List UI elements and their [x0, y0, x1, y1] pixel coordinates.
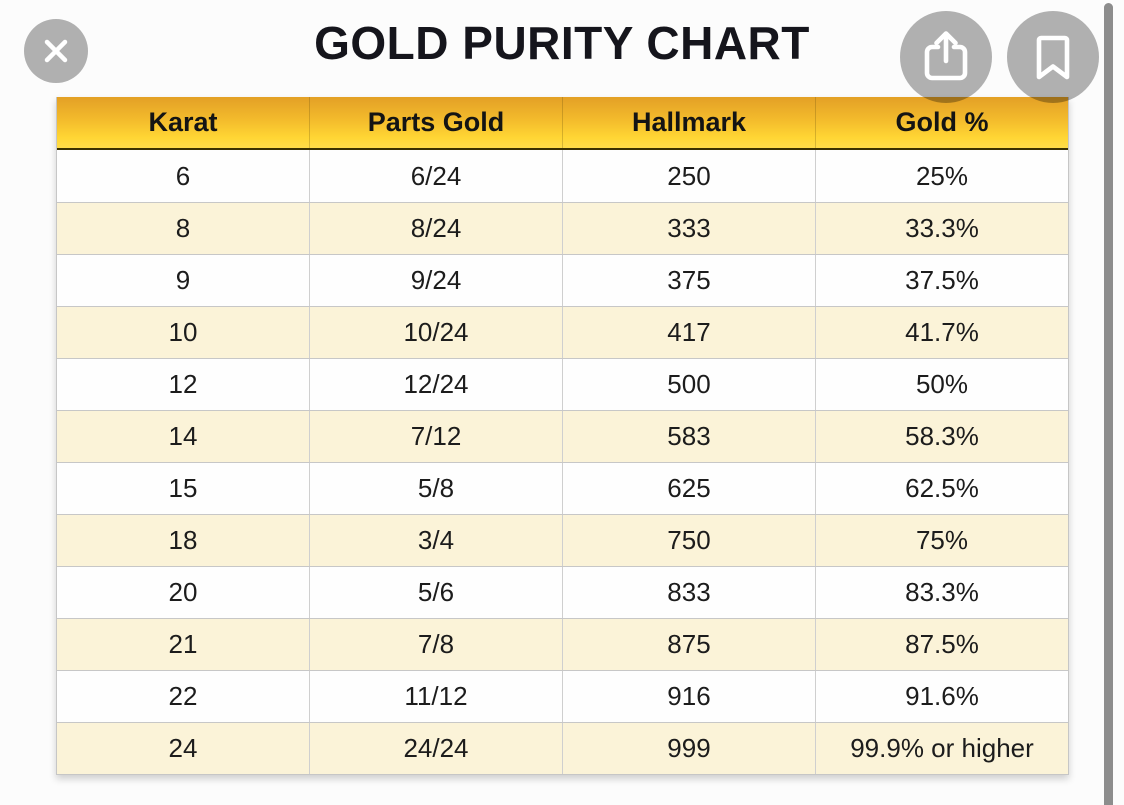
- table-cell: 75%: [815, 515, 1068, 566]
- table-row: 9 9/24 375 37.5%: [57, 254, 1068, 306]
- table-cell: 7/12: [309, 411, 562, 462]
- table-cell: 50%: [815, 359, 1068, 410]
- table-cell: 41.7%: [815, 307, 1068, 358]
- table-cell: 999: [562, 723, 815, 774]
- table-row: 24 24/24 999 99.9% or higher: [57, 722, 1068, 774]
- table-cell: 37.5%: [815, 255, 1068, 306]
- bookmark-button[interactable]: [1007, 11, 1099, 103]
- table-cell: 91.6%: [815, 671, 1068, 722]
- table-cell: 20: [168, 577, 198, 607]
- table-cell: 14: [168, 421, 198, 451]
- column-header-parts-gold: Parts Gold: [309, 97, 562, 148]
- table-cell: 87.5%: [815, 619, 1068, 670]
- table-cell: 8: [175, 213, 191, 243]
- table-cell: 375: [562, 255, 815, 306]
- page-title: GOLD PURITY CHART: [314, 17, 810, 69]
- column-header-hallmark: Hallmark: [562, 97, 815, 148]
- table-cell: 25%: [815, 150, 1068, 202]
- table-row: 22 11/12 916 91.6%: [57, 670, 1068, 722]
- table-cell: 5/6: [309, 567, 562, 618]
- bookmark-icon: [1029, 31, 1077, 83]
- table-cell: 12: [168, 369, 198, 399]
- column-header-karat: Karat: [148, 107, 218, 137]
- table-row: 6 6/24 250 25%: [57, 150, 1068, 202]
- table-cell: 833: [562, 567, 815, 618]
- table-cell: 6/24: [309, 150, 562, 202]
- table-cell: 250: [562, 150, 815, 202]
- table-cell: 750: [562, 515, 815, 566]
- table-row: 14 7/12 583 58.3%: [57, 410, 1068, 462]
- table-cell: 916: [562, 671, 815, 722]
- vertical-scrollbar-thumb[interactable]: [1104, 3, 1113, 805]
- gold-purity-table: Karat Parts Gold Hallmark Gold % 6 6/24 250 25…: [56, 97, 1069, 775]
- close-button[interactable]: [24, 19, 88, 83]
- table-cell: 6: [175, 160, 191, 191]
- table-row: 10 10/24 417 41.7%: [57, 306, 1068, 358]
- table-cell: 83.3%: [815, 567, 1068, 618]
- table-cell: 8/24: [309, 203, 562, 254]
- table-cell: 24: [168, 733, 198, 763]
- table-cell: 9: [175, 265, 191, 295]
- table-cell: 3/4: [309, 515, 562, 566]
- table-cell: 333: [562, 203, 815, 254]
- table-cell: 500: [562, 359, 815, 410]
- table-row: 12 12/24 500 50%: [57, 358, 1068, 410]
- table-cell: 583: [562, 411, 815, 462]
- table-cell: 33.3%: [815, 203, 1068, 254]
- table-cell: 12/24: [309, 359, 562, 410]
- table-cell: 58.3%: [815, 411, 1068, 462]
- table-cell: 21: [168, 629, 198, 659]
- table-header-row: Karat Parts Gold Hallmark Gold %: [57, 97, 1068, 150]
- table-row: 21 7/8 875 87.5%: [57, 618, 1068, 670]
- table-cell: 417: [562, 307, 815, 358]
- table-row: 8 8/24 333 33.3%: [57, 202, 1068, 254]
- table-body: 6 6/24 250 25% 8 8/24 333 33.3% 9 9/24 375 37.5% 10 1…: [57, 150, 1068, 774]
- share-button[interactable]: [900, 11, 992, 103]
- close-icon: [39, 34, 73, 68]
- column-header-gold-: Gold %: [815, 97, 1068, 148]
- table-cell: 7/8: [309, 619, 562, 670]
- table-cell: 15: [168, 473, 198, 503]
- table-row: 18 3/4 750 75%: [57, 514, 1068, 566]
- table-cell: 24/24: [309, 723, 562, 774]
- table-cell: 875: [562, 619, 815, 670]
- table-cell: 10: [168, 317, 198, 347]
- table-cell: 9/24: [309, 255, 562, 306]
- table-cell: 99.9% or higher: [815, 723, 1068, 774]
- table-cell: 5/8: [309, 463, 562, 514]
- share-icon: [920, 29, 972, 85]
- table-row: 20 5/6 833 83.3%: [57, 566, 1068, 618]
- table-row: 15 5/8 625 62.5%: [57, 462, 1068, 514]
- table-cell: 62.5%: [815, 463, 1068, 514]
- table-cell: 11/12: [309, 671, 562, 722]
- table-cell: 18: [168, 525, 198, 555]
- table-cell: 625: [562, 463, 815, 514]
- table-cell: 22: [168, 681, 198, 711]
- table-cell: 10/24: [309, 307, 562, 358]
